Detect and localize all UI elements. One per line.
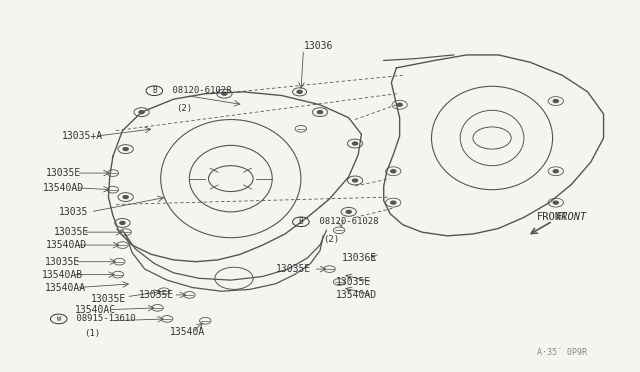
Text: 13540AD: 13540AD bbox=[43, 183, 84, 193]
Text: 13540AB: 13540AB bbox=[42, 270, 83, 280]
Circle shape bbox=[553, 201, 558, 204]
Circle shape bbox=[139, 111, 144, 113]
Circle shape bbox=[123, 148, 128, 151]
Text: 08915-13610: 08915-13610 bbox=[72, 314, 136, 323]
Circle shape bbox=[553, 170, 558, 173]
Text: 13540AC: 13540AC bbox=[75, 305, 116, 315]
Text: 13540A: 13540A bbox=[170, 327, 205, 337]
Text: 13036E: 13036E bbox=[342, 253, 378, 263]
Text: 13035: 13035 bbox=[59, 207, 88, 217]
Circle shape bbox=[346, 211, 351, 213]
Circle shape bbox=[317, 111, 323, 113]
Text: B: B bbox=[299, 217, 303, 226]
Text: 13035E: 13035E bbox=[46, 168, 81, 178]
Text: FRONT: FRONT bbox=[556, 212, 587, 222]
Circle shape bbox=[391, 170, 396, 173]
Circle shape bbox=[120, 221, 125, 224]
Text: 13035E: 13035E bbox=[138, 290, 173, 300]
Text: 13540AD: 13540AD bbox=[46, 240, 87, 250]
Text: 13035E: 13035E bbox=[336, 277, 371, 287]
Text: 13036: 13036 bbox=[304, 41, 333, 51]
Circle shape bbox=[391, 201, 396, 204]
Circle shape bbox=[553, 100, 558, 103]
Circle shape bbox=[353, 142, 358, 145]
Circle shape bbox=[297, 90, 302, 93]
Text: 13035E: 13035E bbox=[91, 294, 126, 304]
Text: (2): (2) bbox=[323, 235, 339, 244]
Text: 08120-61028: 08120-61028 bbox=[167, 86, 232, 95]
Circle shape bbox=[123, 196, 128, 199]
Circle shape bbox=[222, 92, 227, 95]
Text: 13035E: 13035E bbox=[45, 257, 80, 267]
Text: FRONT: FRONT bbox=[537, 212, 568, 222]
Text: 13035E: 13035E bbox=[54, 227, 89, 237]
Circle shape bbox=[353, 179, 358, 182]
Text: B: B bbox=[152, 86, 157, 95]
Circle shape bbox=[397, 103, 402, 106]
Text: A·35´ 0P9R: A·35´ 0P9R bbox=[537, 348, 587, 357]
Text: W: W bbox=[56, 316, 61, 322]
Text: 13540AD: 13540AD bbox=[336, 290, 377, 300]
Text: 13035+A: 13035+A bbox=[62, 131, 103, 141]
Text: (2): (2) bbox=[177, 104, 193, 113]
Text: (1): (1) bbox=[84, 329, 100, 338]
Text: 13540AA: 13540AA bbox=[45, 283, 86, 292]
Text: 13035E: 13035E bbox=[275, 264, 310, 274]
Text: 08120-61028: 08120-61028 bbox=[314, 217, 378, 226]
